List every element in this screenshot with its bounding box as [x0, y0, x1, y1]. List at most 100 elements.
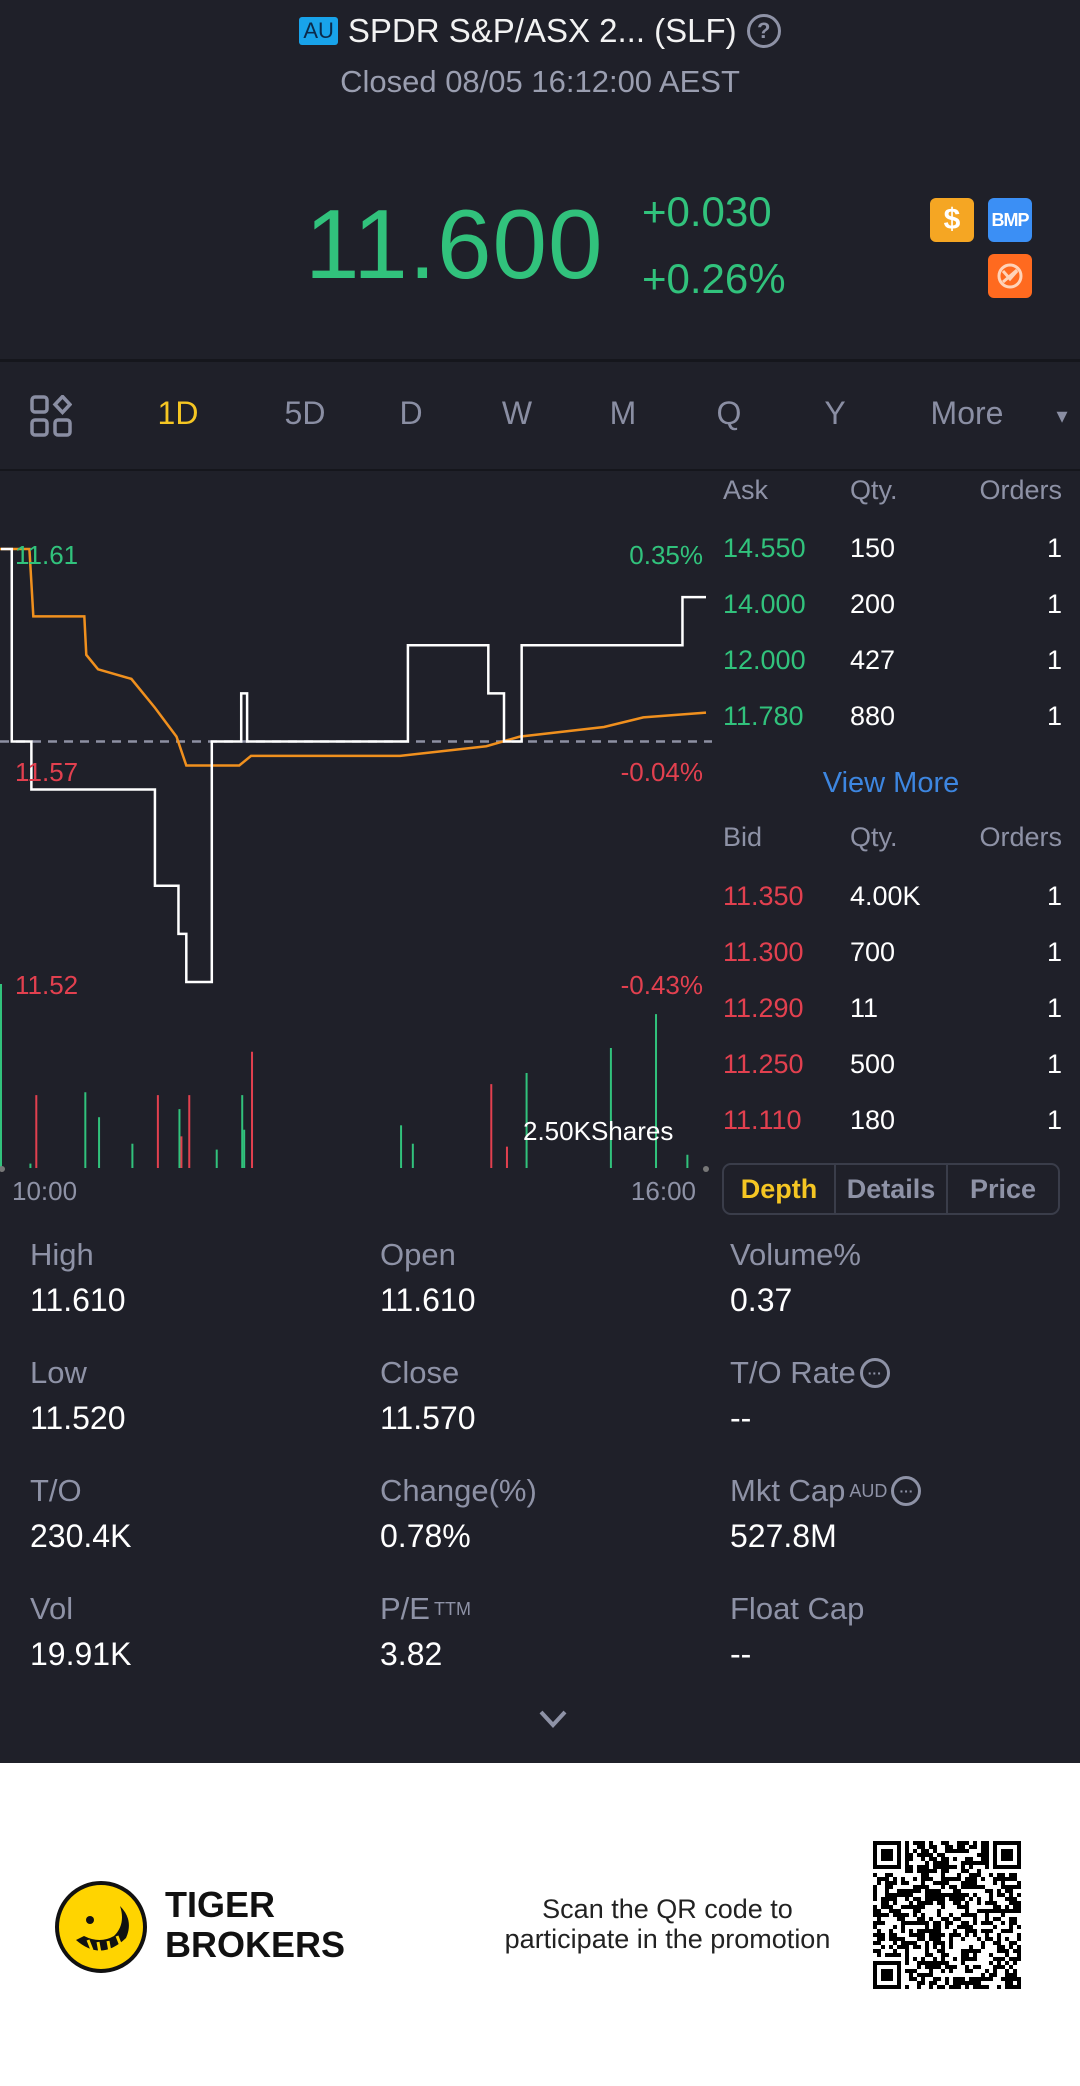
- stat-label: Close: [380, 1355, 459, 1391]
- segment-price[interactable]: Price: [969, 1173, 1037, 1204]
- axis-dot: [0, 1166, 5, 1172]
- stat-value: --: [730, 1636, 752, 1672]
- volume-scale-label: 2.50KShares: [523, 1116, 674, 1146]
- stat-value: 527.8M: [730, 1518, 837, 1554]
- stat-value: 230.4K: [30, 1518, 132, 1554]
- stat-label-text: Low: [30, 1355, 87, 1390]
- stat-label: Open: [380, 1237, 456, 1273]
- stat-label-text: High: [30, 1237, 94, 1272]
- intraday-chart[interactable]: [0, 470, 715, 1220]
- price: 11.250: [723, 1049, 804, 1079]
- stat-label: T/O: [30, 1473, 82, 1509]
- price: 14.550: [723, 533, 806, 563]
- quantity: 4.00K: [850, 881, 921, 911]
- price: 11.300: [723, 937, 804, 967]
- question-circle-icon[interactable]: ?: [746, 14, 781, 48]
- tab-w[interactable]: W: [501, 395, 533, 431]
- stat-label: T/O Rate ···: [730, 1355, 890, 1391]
- price-change: +0.030: [642, 188, 772, 235]
- grid-layout-icon[interactable]: [30, 393, 73, 442]
- y-label-high: 11.61: [15, 540, 79, 570]
- dollar-icon[interactable]: $: [930, 198, 974, 242]
- chevron-down-icon[interactable]: [537, 1708, 569, 1735]
- bid-row[interactable]: 11.250 500 1: [722, 1049, 1080, 1089]
- tab-1d[interactable]: 1D: [157, 395, 199, 431]
- bid-header-1: Qty.: [850, 822, 898, 852]
- promo-line1: Scan the QR code to: [542, 1894, 793, 1924]
- price: 11.780: [723, 701, 804, 731]
- promo-footer: TIGER BROKERS Scan the QR code to partic…: [0, 1763, 1080, 2086]
- avg-price-line: [0, 547, 707, 767]
- price-change-percent: +0.26%: [642, 255, 786, 302]
- last-price: 11.600: [305, 189, 604, 299]
- stat-value: 11.520: [30, 1400, 126, 1436]
- stat-label: Low: [30, 1355, 87, 1391]
- order-count: 1: [1046, 1105, 1062, 1135]
- stat-label-text: Close: [380, 1355, 460, 1390]
- stat-value: 11.610: [30, 1282, 126, 1318]
- tab-d[interactable]: D: [399, 395, 423, 431]
- bid-row[interactable]: 11.290 11 1: [722, 993, 1080, 1033]
- ask-row[interactable]: 11.780 880 1: [722, 701, 1080, 741]
- qr-code[interactable]: [873, 1841, 1021, 1989]
- stat-value: 0.37: [730, 1282, 793, 1318]
- quantity: 200: [850, 589, 896, 619]
- bid-row[interactable]: 11.110 180 1: [722, 1105, 1080, 1145]
- stat-label-sup: AUD: [849, 1480, 888, 1501]
- stat-label-sup: TTM: [433, 1598, 471, 1619]
- stat-value: 11.610: [380, 1282, 476, 1318]
- stat-label: Mkt Cap AUD ···: [730, 1473, 922, 1509]
- price: 12.000: [723, 645, 806, 675]
- ask-row[interactable]: 14.000 200 1: [722, 589, 1080, 629]
- view-more-link[interactable]: View More: [822, 767, 960, 799]
- tab-more[interactable]: More: [930, 395, 1004, 431]
- stat-label: Change(%): [380, 1473, 537, 1509]
- tiger-logo: [55, 1881, 147, 1973]
- tab-q[interactable]: Q: [716, 395, 742, 431]
- quantity: 427: [850, 645, 896, 675]
- ask-header-0: Ask: [723, 475, 769, 505]
- promo-line2: participate in the promotion: [504, 1924, 831, 1954]
- more-info-icon[interactable]: ···: [891, 1476, 922, 1506]
- stat-label: Float Cap: [730, 1591, 864, 1627]
- ask-header-1: Qty.: [850, 475, 898, 505]
- price: 11.290: [723, 993, 804, 1023]
- ask-row[interactable]: 12.000 427 1: [722, 645, 1080, 685]
- stat-label-text: T/O Rate: [730, 1355, 856, 1390]
- tab-5d[interactable]: 5D: [284, 395, 326, 431]
- price: 11.350: [723, 881, 804, 911]
- y-label-mid: 11.57: [15, 757, 79, 787]
- axis-dot: [703, 1166, 709, 1172]
- dollar-label: $: [943, 203, 961, 236]
- no-trade-icon[interactable]: [988, 254, 1032, 298]
- bmp-icon[interactable]: BMP: [988, 198, 1032, 242]
- x-label-end: 16:00: [630, 1176, 696, 1206]
- bid-header-0: Bid: [723, 822, 763, 852]
- ask-row[interactable]: 14.550 150 1: [722, 533, 1080, 573]
- pct-label-high: 0.35%: [629, 540, 703, 570]
- stat-label: Volume%: [730, 1237, 861, 1273]
- order-count: 1: [1046, 701, 1062, 731]
- brand-line1: TIGER: [165, 1884, 276, 1925]
- segment-depth[interactable]: Depth: [724, 1165, 836, 1213]
- stat-value: 19.91K: [30, 1636, 132, 1672]
- caret-down-icon[interactable]: ▾: [1056, 403, 1068, 428]
- order-count: 1: [1046, 937, 1062, 967]
- bid-row[interactable]: 11.300 700 1: [722, 937, 1080, 977]
- stat-label-text: Vol: [30, 1591, 74, 1626]
- stat-label-text: Mkt Cap: [730, 1473, 846, 1508]
- stat-label-text: P/E: [380, 1591, 430, 1626]
- stat-value: 3.82: [380, 1636, 443, 1672]
- divider: [0, 359, 1080, 362]
- stat-label: High: [30, 1237, 94, 1273]
- quantity: 150: [850, 533, 896, 563]
- tab-m[interactable]: M: [609, 395, 637, 431]
- more-info-icon[interactable]: ···: [859, 1358, 890, 1388]
- tab-y[interactable]: Y: [824, 395, 846, 431]
- bid-row[interactable]: 11.350 4.00K 1: [722, 881, 1080, 921]
- market-status: Closed 08/05 16:12:00 AEST: [340, 64, 740, 99]
- pct-label-mid: -0.04%: [620, 757, 703, 787]
- title-row: AU SPDR S&P/ASX 2... (SLF) ?: [0, 12, 1080, 50]
- segment-details[interactable]: Details: [836, 1165, 948, 1213]
- quantity: 500: [850, 1049, 896, 1079]
